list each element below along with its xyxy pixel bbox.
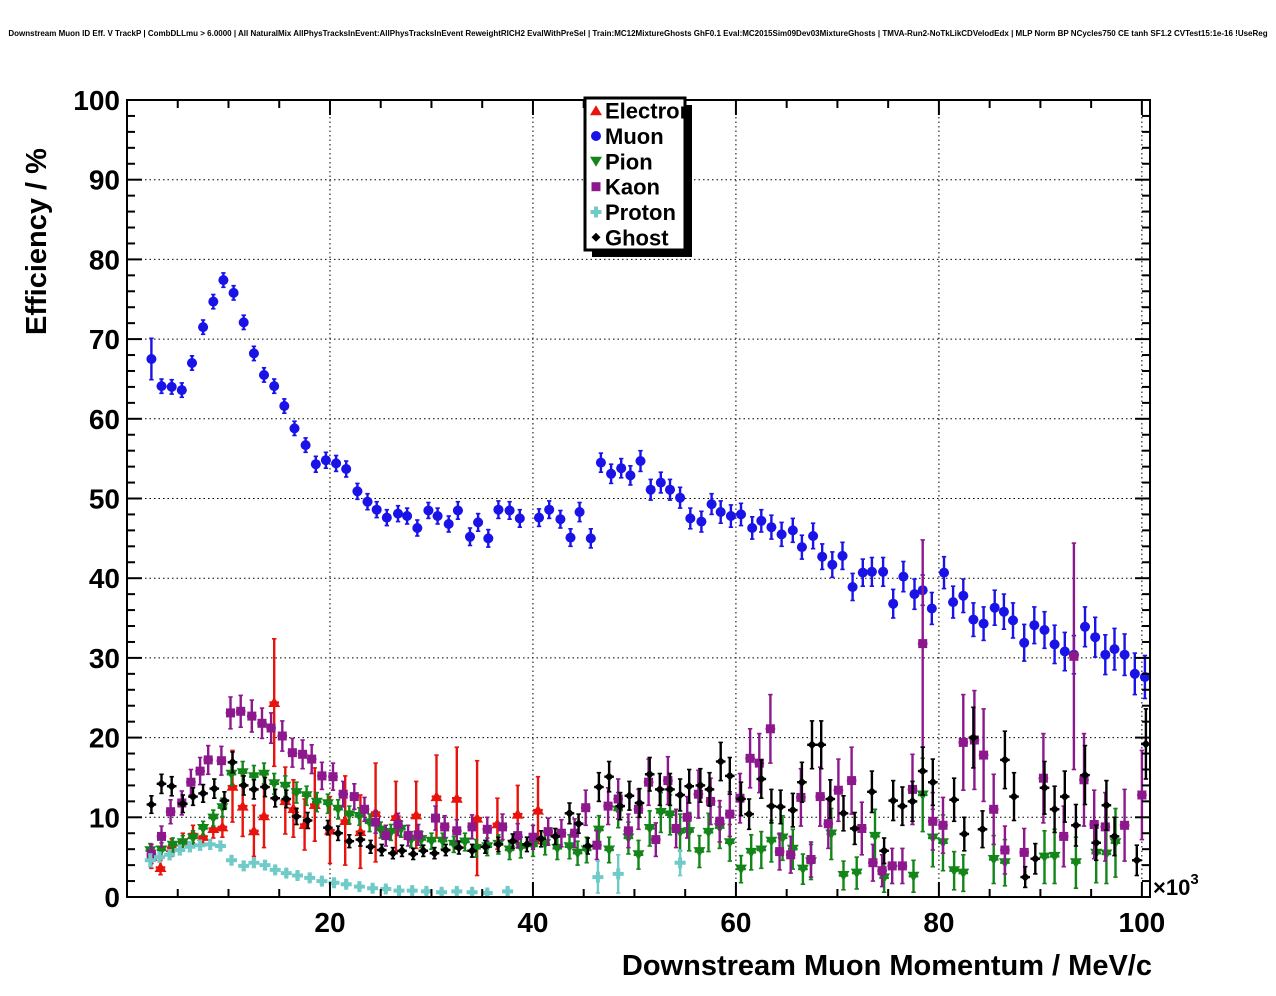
axis-ticks xyxy=(127,100,1150,897)
legend-label: Electron xyxy=(605,99,693,124)
legend-item-proton: Proton xyxy=(590,200,676,225)
legend-item-ghost: Ghost xyxy=(591,225,669,250)
legend-label: Ghost xyxy=(605,225,669,250)
y-tick-label: 50 xyxy=(89,484,120,515)
x-tick-label: 100 xyxy=(1119,907,1166,938)
x-axis-title: Downstream Muon Momentum / MeV/c xyxy=(622,950,1152,982)
y-tick-label: 60 xyxy=(89,404,120,435)
y-tick-label: 30 xyxy=(89,643,120,674)
y-tick-label: 80 xyxy=(89,244,120,275)
x-tick-label: 40 xyxy=(517,907,548,938)
legend-label: Kaon xyxy=(605,175,660,200)
x-tick-label: 20 xyxy=(314,907,345,938)
y-axis-title: Efficiency / % xyxy=(21,148,53,335)
y-tick-label: 90 xyxy=(89,165,120,196)
y-tick-label: 70 xyxy=(89,324,120,355)
series-ghost xyxy=(146,706,1150,889)
series-proton xyxy=(144,838,686,897)
legend-label: Proton xyxy=(605,200,676,225)
x-tick-label: 80 xyxy=(923,907,954,938)
legend-label: Pion xyxy=(605,149,653,174)
legend-item-electron: Electron xyxy=(590,99,693,124)
y-tick-label: 100 xyxy=(73,85,120,116)
legend-item-kaon: Kaon xyxy=(591,175,660,200)
legend-item-muon: Muon xyxy=(591,124,664,149)
data-points xyxy=(144,272,1150,897)
x-tick-label: 60 xyxy=(720,907,751,938)
legend-item-pion: Pion xyxy=(590,149,653,174)
x-axis-multiplier: ×103 xyxy=(1153,871,1199,900)
x-tick-labels: 20 40 60 80 100 xyxy=(314,907,1165,938)
legend-box xyxy=(583,96,687,252)
series-kaon xyxy=(146,539,1147,888)
y-tick-label: 10 xyxy=(89,802,120,833)
y-tick-label: 20 xyxy=(89,723,120,754)
plot-title: Downstream Muon ID Eff. V TrackP | CombD… xyxy=(8,29,1268,38)
series-muon xyxy=(146,272,1150,700)
y-tick-label: 40 xyxy=(89,563,120,594)
y-tick-label: 0 xyxy=(104,882,120,913)
legend-label: Muon xyxy=(605,124,664,149)
y-tick-labels: 0 10 20 30 40 50 60 70 80 90 100 xyxy=(73,85,120,913)
